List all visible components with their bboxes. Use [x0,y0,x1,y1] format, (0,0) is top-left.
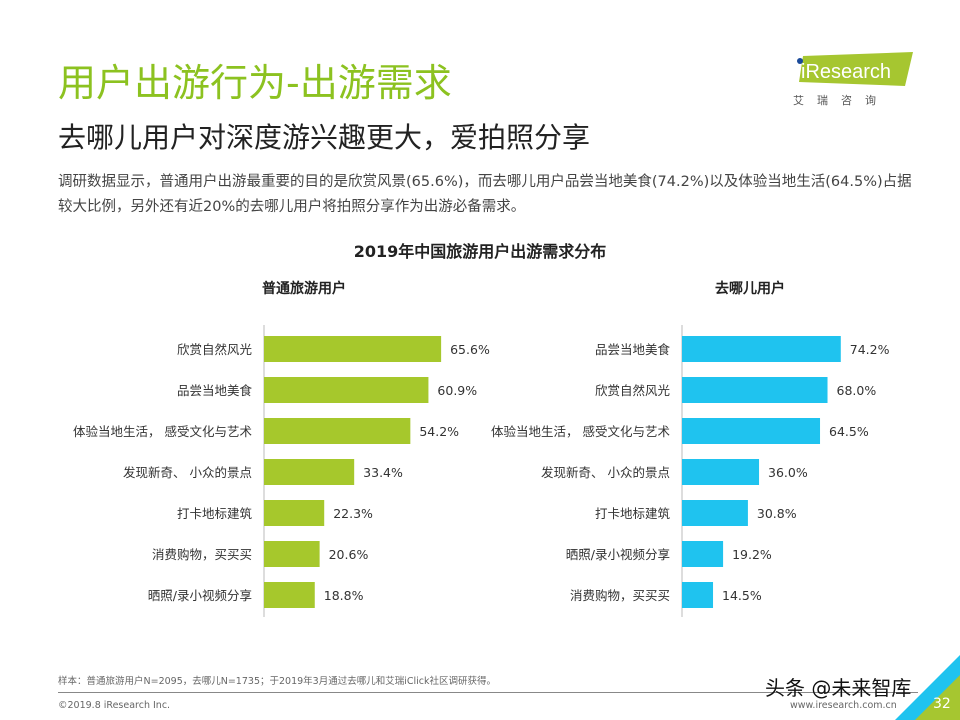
copyright: ©2019.8 iResearch Inc. [58,700,171,711]
value-label: 60.9% [437,383,477,398]
value-label: 20.6% [329,547,369,562]
value-label: 22.3% [333,506,373,521]
bar [264,541,320,567]
category-label: 发现新奇、 小众的景点 [123,465,252,480]
footer-divider [58,692,918,693]
bar [264,459,355,485]
bar [682,541,724,567]
category-label: 欣赏自然风光 [177,342,252,357]
bar [682,459,760,485]
category-label: 品尝当地美食 [177,383,253,398]
bar [264,582,315,608]
bar [682,418,821,444]
bar [264,377,429,403]
category-label: 体验当地生活， 感受文化与艺术 [73,424,252,439]
panel-title-regular: 普通旅游用户 [262,281,346,297]
category-label: 发现新奇、 小众的景点 [541,465,670,480]
value-label: 33.4% [363,465,403,480]
panel-title-qunar: 去哪儿用户 [715,281,785,297]
sample-note: 样本：普通旅游用户N=2095，去哪儿N=1735；于2019年3月通过去哪儿和… [58,676,496,687]
logo-subtitle: 艾瑞咨询 [793,94,889,107]
value-label: 36.0% [768,465,808,480]
category-label: 消费购物，买买买 [570,588,670,603]
value-label: 54.2% [419,424,459,439]
value-label: 65.6% [450,342,490,357]
value-label: 74.2% [850,342,890,357]
page-number: 32 [933,696,951,712]
description: 调研数据显示，普通用户出游最重要的目的是欣赏风景(65.6%)，而去哪儿用户品尝… [58,174,912,215]
website-url[interactable]: www.iresearch.com.cn [790,700,897,711]
corner-decoration [895,655,960,720]
category-label: 品尝当地美食 [595,342,671,357]
bar [682,377,828,403]
value-label: 19.2% [732,547,772,562]
iresearch-logo: iResearch [797,52,913,86]
value-label: 30.8% [757,506,797,521]
value-label: 64.5% [829,424,869,439]
bar [264,500,325,526]
svg-text:iResearch: iResearch [801,61,891,83]
bar [264,336,442,362]
category-label: 晒照/录小视频分享 [566,547,670,562]
category-label: 消费购物，买买买 [152,547,252,562]
category-label: 打卡地标建筑 [595,506,671,521]
bar [682,582,714,608]
page-subtitle: 去哪儿用户对深度游兴趣更大，爱拍照分享 [58,121,591,154]
chart-title: 2019年中国旅游用户出游需求分布 [353,242,607,261]
category-label: 欣赏自然风光 [595,383,670,398]
value-label: 14.5% [722,588,762,603]
page-title: 用户出游行为-出游需求 [58,61,452,105]
category-label: 晒照/录小视频分享 [148,588,252,603]
value-label: 18.8% [324,588,364,603]
category-label: 体验当地生活， 感受文化与艺术 [491,424,670,439]
category-label: 打卡地标建筑 [177,506,253,521]
bar [682,500,748,526]
bar [682,336,841,362]
value-label: 68.0% [837,383,877,398]
watermark: 头条 @未来智库 [765,676,912,700]
bar [264,418,411,444]
